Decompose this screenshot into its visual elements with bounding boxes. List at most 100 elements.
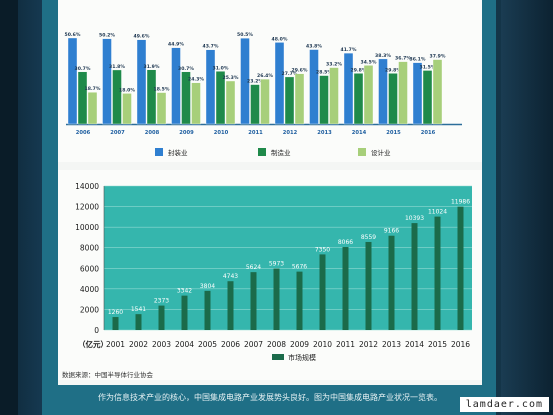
tick-year-2008: 2008 [145,130,160,136]
xtick-2012: 2012 [359,340,378,349]
xtick-2014: 2014 [405,340,424,349]
tick-year-2007: 2007 [110,130,125,136]
bar-2003 [158,305,165,330]
tick-year-2009: 2009 [179,130,194,136]
xtick-2004: 2004 [175,340,194,349]
bar-manufacturing-2009 [181,71,191,125]
tick-year-2014: 2014 [352,130,367,136]
value-label-2002: 1541 [131,306,146,313]
bar-packaging-2007 [102,38,112,125]
label-design-2007: 18.0% [119,87,135,93]
bar-2002 [135,314,142,330]
value-label-2013: 9166 [384,228,399,235]
xtick-2007: 2007 [244,340,263,349]
label-packaging-2014: 41.7% [341,47,357,53]
bar-design-2009 [191,82,201,125]
bar-2012 [365,241,372,330]
bar-manufacturing-2006 [77,71,88,125]
label-design-2010: 25.3% [223,75,239,81]
value-label-2006: 4743 [223,273,238,280]
bar-design-2015 [398,61,408,125]
tick-year-2015: 2015 [386,130,401,136]
xtick-2002: 2002 [129,340,148,349]
bar-packaging-2012 [274,42,285,125]
market-size-panel: 0 2000 4000 6000 8000 10000 12000 14000 1260 2001… [58,170,482,380]
bar-2015 [434,216,441,330]
industry-share-panel: 50.6% 30.7% 18.7% 2006 50.2% 31.8% 18.0% 2007 49… [58,0,482,162]
ytick-2000: 2000 [80,305,99,314]
legend-swatch-0 [155,148,163,156]
label-manufacturing-2016: 31.5% [420,64,436,70]
legend-label-1: 制造业 [271,148,291,157]
label-design-2013: 33.2% [326,62,342,68]
bar-packaging-2013 [309,49,319,125]
bar-2013 [388,235,395,330]
xtick-2008: 2008 [267,340,286,349]
bar-packaging-2008 [136,39,147,125]
bar-2007 [250,272,257,330]
watermark: lamdaer.com [459,397,549,412]
label-manufacturing-2006: 30.7% [75,66,91,72]
bar-manufacturing-2008 [146,69,157,125]
xtick-2006: 2006 [221,340,240,349]
label-manufacturing-2009: 30.7% [178,66,194,72]
label-design-2014: 34.5% [361,59,377,65]
label-packaging-2016: 36.1% [410,57,426,63]
bar-design-2011 [260,78,270,125]
label-packaging-2009: 44.9% [168,42,184,48]
value-label-2008: 5973 [269,261,284,268]
value-label-2010: 7350 [315,246,330,253]
bar-2009 [296,271,303,330]
bar-packaging-2010 [205,49,216,125]
bar-packaging-2006 [67,37,78,125]
tick-year-2013: 2013 [317,130,332,136]
ytick-6000: 6000 [80,264,99,273]
xtick-2001: 2001 [106,340,125,349]
ytick-12000: 12000 [75,203,99,212]
value-label-2016: 11986 [451,199,470,206]
label-packaging-2012: 48.0% [272,36,288,42]
legend-label-0: 封装业 [168,148,188,157]
label-manufacturing-2015: 29.8% [385,67,401,73]
plot-area [104,186,472,330]
ytick-4000: 4000 [80,285,99,294]
ytick-10000: 10000 [75,223,99,232]
bar-design-2007 [122,93,132,125]
bar-manufacturing-2013 [319,75,329,125]
bar-2004 [181,295,188,330]
label-packaging-2011: 50.5% [237,32,253,38]
bar-manufacturing-2010 [215,71,226,125]
bar-design-2012 [294,73,305,125]
label-manufacturing-2014: 29.8% [351,67,367,73]
value-label-2009: 5676 [292,264,307,271]
y-unit-label: （亿元） [78,339,108,349]
bar-2011 [342,247,349,330]
bar-design-2016 [432,59,443,125]
ytick-8000: 8000 [80,244,99,253]
bar-manufacturing-2012 [284,76,295,125]
xtick-2013: 2013 [382,340,401,349]
xtick-2005: 2005 [198,340,217,349]
bar-manufacturing-2015 [388,73,398,125]
tick-year-2012: 2012 [283,130,298,136]
label-manufacturing-2012: 27.7% [282,71,298,77]
bar-design-2010 [225,80,236,125]
bar-manufacturing-2011 [250,84,260,125]
label-design-2015: 36.7% [395,56,411,62]
xtick-2010: 2010 [313,340,332,349]
label-manufacturing-2007: 31.8% [109,64,125,70]
label-design-2016: 37.9% [430,54,446,60]
right-wall [501,0,553,415]
label-design-2006: 18.7% [85,86,101,92]
label-design-2012: 29.6% [292,68,308,74]
xtick-2009: 2009 [290,340,309,349]
value-label-2003: 2373 [154,298,169,305]
bar-manufacturing-2007 [112,69,122,125]
bar-manufacturing-2014 [353,73,364,125]
xtick-2015: 2015 [428,340,447,349]
legend-label-2: 设计业 [371,148,391,157]
label-packaging-2008: 49.6% [134,34,150,40]
bar-packaging-2015 [378,58,388,125]
bar-packaging-2009 [171,47,181,125]
photo-caption: 作为信息技术产业的核心，中国集成电路产业发展势头良好。图为中国集成电路产业状况一… [98,393,442,402]
